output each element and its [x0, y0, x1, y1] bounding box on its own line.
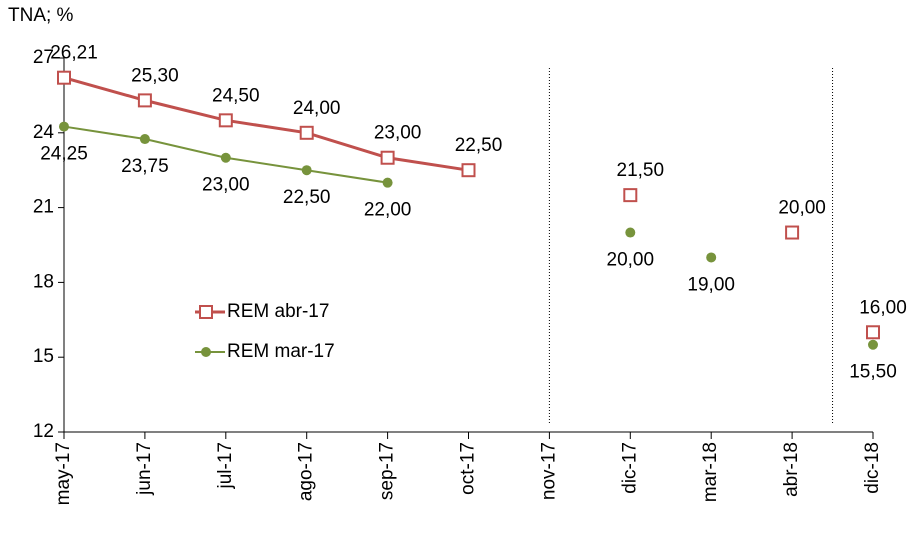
- series-line: [63, 76, 469, 172]
- x-tick-label: ago-17: [296, 442, 317, 501]
- x-tick-label: mar-18: [700, 442, 721, 502]
- data-label: 15,50: [849, 362, 897, 383]
- marker: [625, 227, 636, 238]
- data-label: 23,75: [121, 156, 169, 177]
- data-label: 20,00: [778, 198, 826, 219]
- data-label: 26,21: [50, 43, 98, 64]
- y-axis-label: TNA; %: [8, 5, 74, 26]
- marker: [623, 188, 638, 203]
- data-label: 23,00: [374, 123, 422, 144]
- data-label: 20,00: [607, 250, 655, 271]
- y-tick-label: 24: [33, 122, 55, 143]
- marker: [201, 347, 211, 357]
- data-label: 21,50: [617, 160, 665, 181]
- data-label: 25,30: [131, 65, 179, 86]
- data-label: 24,00: [293, 98, 341, 119]
- marker: [866, 325, 880, 340]
- data-label: 24,25: [40, 144, 88, 165]
- x-tick-label: nov-17: [538, 442, 559, 500]
- x-tick-label: may-17: [53, 442, 74, 505]
- y-tick-label: 27: [33, 47, 54, 68]
- marker: [139, 134, 150, 145]
- marker: [220, 152, 231, 163]
- y-tick-label: 12: [33, 421, 54, 442]
- data-label: 24,50: [212, 85, 260, 106]
- marker: [380, 150, 395, 165]
- x-tick-label: abr-18: [781, 442, 802, 497]
- y-tick-label: 18: [33, 271, 54, 292]
- x-tick-label: dic-17: [619, 442, 640, 494]
- x-tick-label: sep-17: [377, 442, 398, 500]
- y-tick-label: 15: [33, 346, 54, 367]
- marker: [218, 113, 233, 128]
- marker: [57, 70, 71, 85]
- x-tick-label: dic-18: [862, 442, 883, 494]
- marker: [137, 93, 152, 108]
- marker: [199, 305, 213, 319]
- data-label: 19,00: [687, 274, 735, 295]
- x-tick-label: jun-17: [134, 442, 155, 496]
- x-tick-label: oct-17: [458, 442, 479, 495]
- marker: [301, 165, 312, 176]
- marker: [59, 121, 69, 132]
- x-tick-label: jul-17: [215, 442, 236, 489]
- legend-label: REM mar-17: [227, 341, 335, 362]
- legend-label: REM abr-17: [227, 301, 329, 322]
- data-label: 23,00: [202, 175, 250, 196]
- marker: [299, 125, 314, 140]
- y-tick-label: 21: [33, 197, 54, 218]
- marker: [382, 177, 393, 188]
- marker: [461, 163, 476, 178]
- data-label: 16,00: [859, 297, 907, 318]
- marker: [868, 339, 878, 350]
- data-label: 22,00: [364, 200, 412, 221]
- marker: [785, 225, 800, 240]
- marker: [706, 252, 717, 263]
- data-label: 22,50: [283, 187, 331, 208]
- data-label: 22,50: [455, 135, 503, 156]
